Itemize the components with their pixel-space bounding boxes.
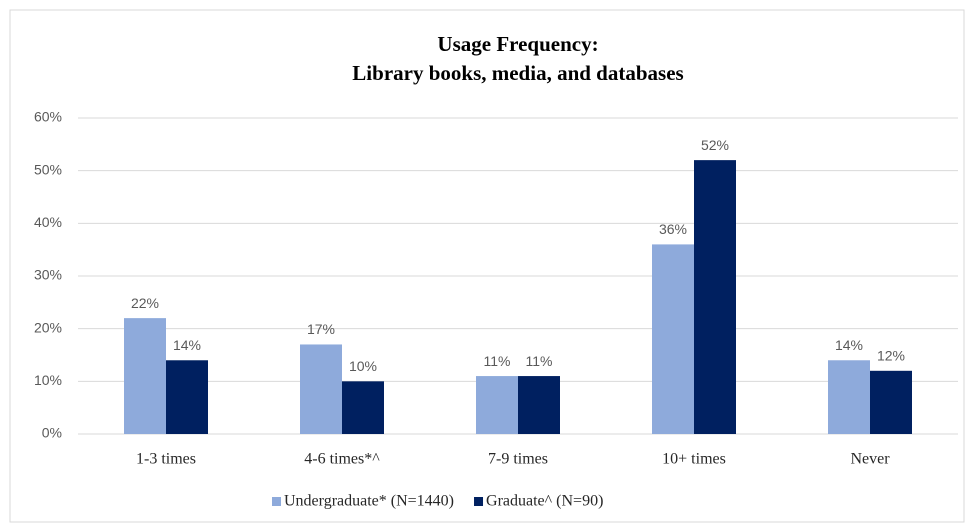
value-label: 12% xyxy=(877,348,905,364)
x-tick-label: 10+ times xyxy=(662,451,726,468)
chart-title: Usage Frequency: xyxy=(437,32,598,56)
y-tick-label: 60% xyxy=(34,109,62,125)
value-label: 14% xyxy=(835,337,863,353)
legend-swatch xyxy=(272,497,281,506)
y-tick-label: 10% xyxy=(34,372,62,388)
value-label: 36% xyxy=(659,221,687,237)
y-tick-label: 0% xyxy=(42,425,62,441)
value-label: 14% xyxy=(173,337,201,353)
bar xyxy=(652,244,694,434)
bar xyxy=(166,360,208,434)
bar xyxy=(828,360,870,434)
bar xyxy=(300,344,342,434)
value-label: 17% xyxy=(307,321,335,337)
bar xyxy=(124,318,166,434)
value-label: 10% xyxy=(349,358,377,374)
y-tick-label: 20% xyxy=(34,319,62,335)
bar xyxy=(476,376,518,434)
legend-label: Graduate^ (N=90) xyxy=(486,493,603,510)
bar xyxy=(342,381,384,434)
x-tick-label: 7-9 times xyxy=(488,451,548,468)
value-label: 22% xyxy=(131,295,159,311)
y-tick-label: 50% xyxy=(34,161,62,177)
x-tick-label: Never xyxy=(850,451,890,468)
x-tick-label: 4-6 times*^ xyxy=(304,451,380,468)
value-label: 52% xyxy=(701,137,729,153)
value-label: 11% xyxy=(526,353,553,369)
bar xyxy=(518,376,560,434)
value-label: 11% xyxy=(484,353,511,369)
bar xyxy=(694,160,736,434)
y-tick-label: 40% xyxy=(34,214,62,230)
bar xyxy=(870,370,912,434)
legend-swatch xyxy=(474,497,484,506)
legend-label: Undergraduate* (N=1440) xyxy=(284,493,454,510)
chart-frame xyxy=(9,9,965,523)
x-tick-label: 1-3 times xyxy=(136,451,196,468)
chart-subtitle: Library books, media, and databases xyxy=(352,61,683,85)
y-tick-label: 30% xyxy=(34,267,62,283)
